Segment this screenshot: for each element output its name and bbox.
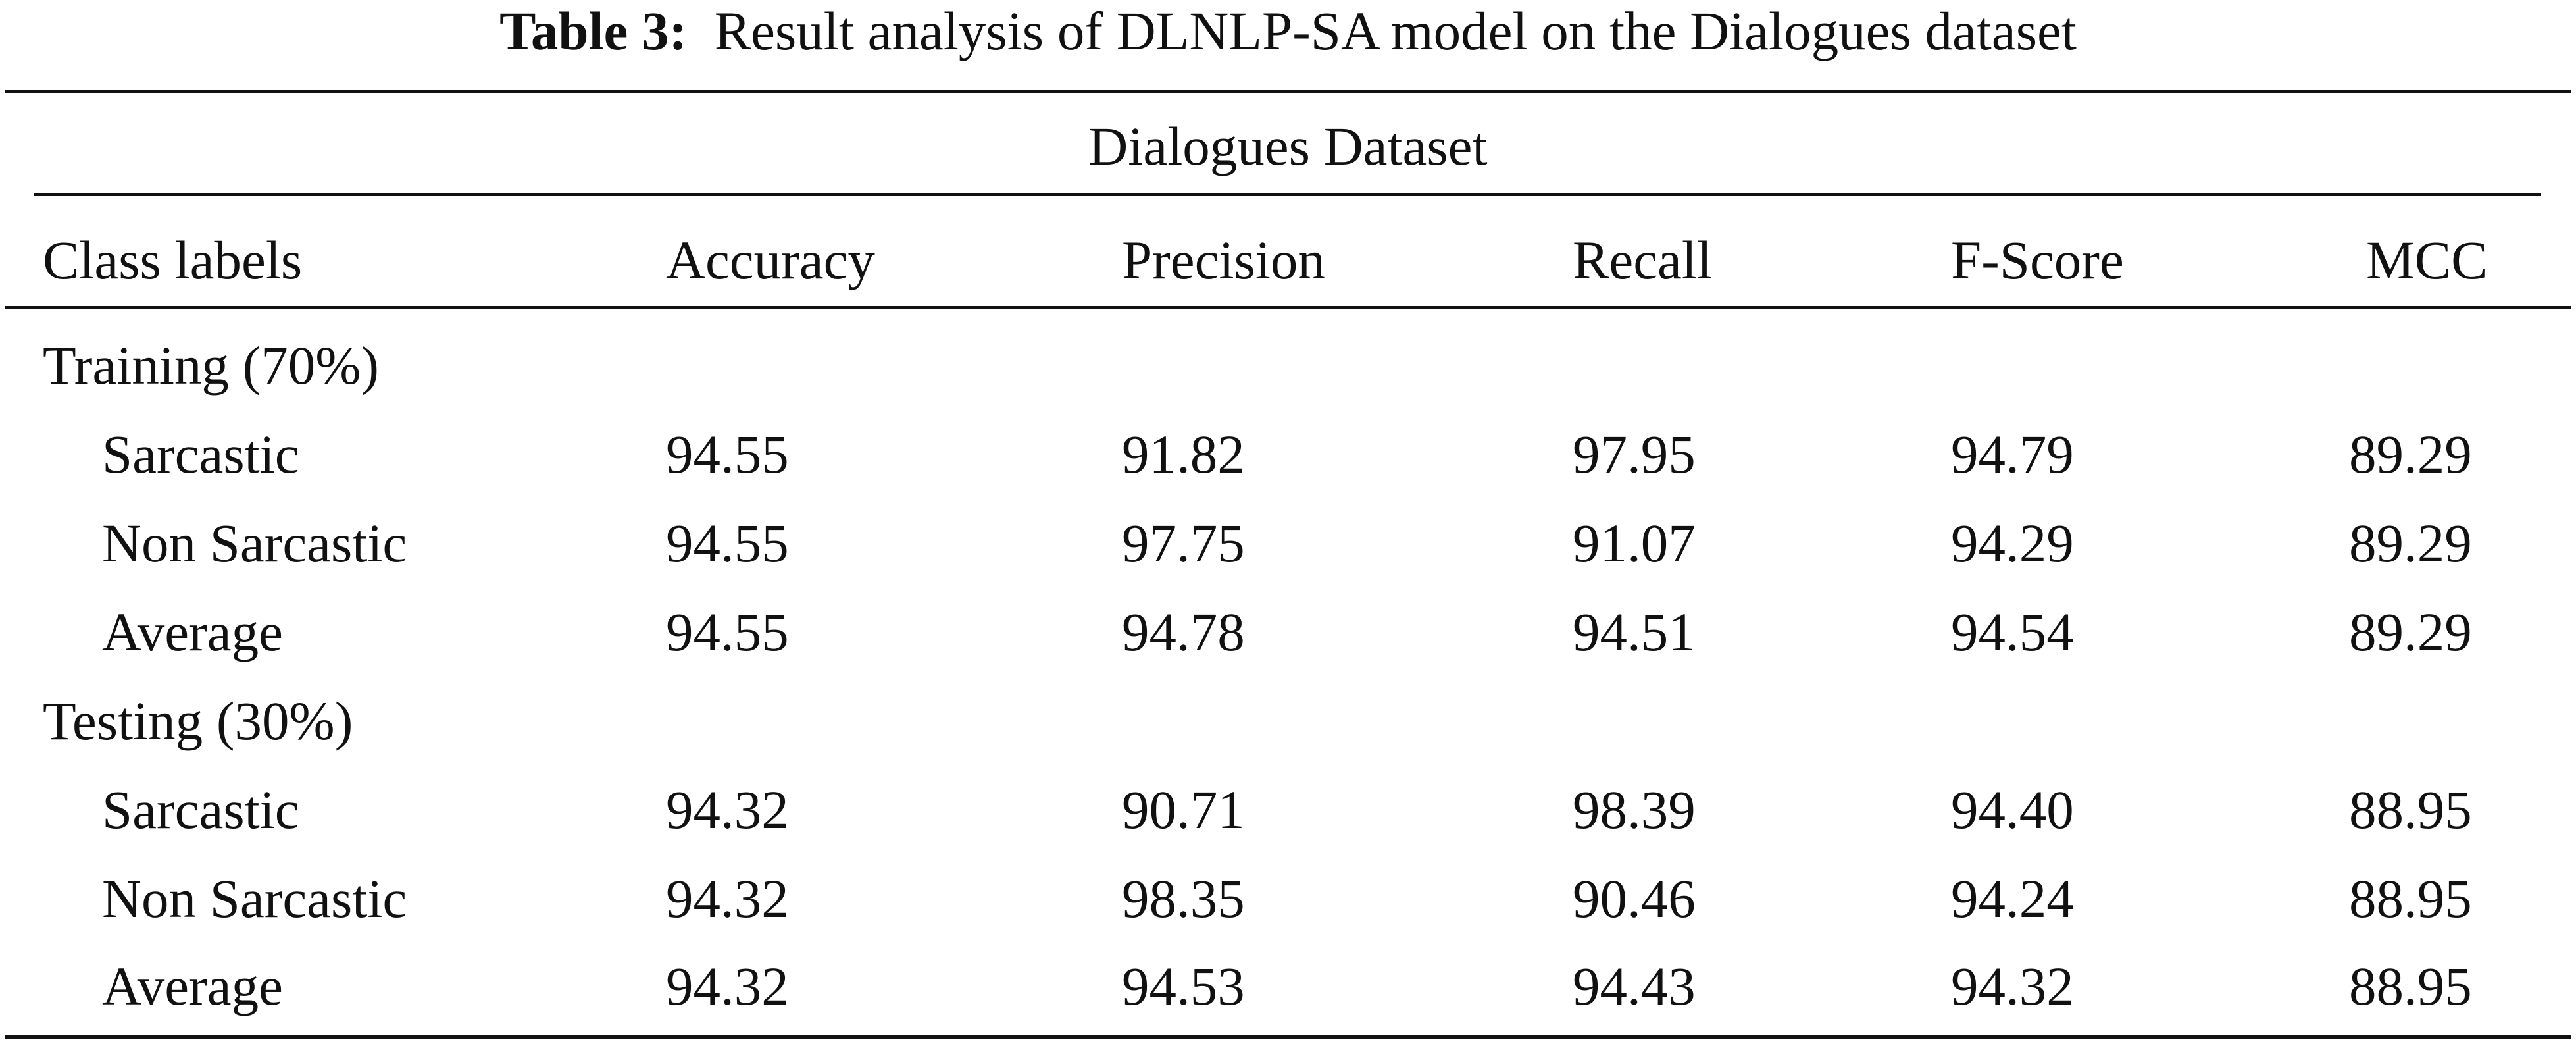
cell-mcc: 89.29: [2349, 513, 2472, 573]
cell-f-score: 94.79: [1951, 424, 2074, 484]
cell-f-score: 94.24: [1951, 868, 2074, 929]
cell-precision: 97.75: [1122, 513, 1245, 573]
row-label: Average: [102, 602, 283, 662]
cell-precision: 94.78: [1122, 602, 1245, 662]
column-header-accuracy: Accuracy: [666, 230, 875, 290]
cell-f-score: 94.32: [1951, 956, 2074, 1016]
table-caption: Table 3: Result analysis of DLNLP-SA mod…: [0, 0, 2576, 66]
cell-f-score: 94.29: [1951, 513, 2074, 573]
cell-precision: 90.71: [1122, 779, 1245, 840]
cell-precision: 91.82: [1122, 424, 1245, 484]
column-header-mcc: MCC: [2366, 230, 2488, 290]
cell-accuracy: 94.55: [666, 513, 789, 573]
cell-accuracy: 94.32: [666, 779, 789, 840]
cell-precision: 94.53: [1122, 956, 1245, 1016]
top-rule: [5, 90, 2571, 93]
group-header: Dialogues Dataset: [1088, 116, 1488, 176]
cell-accuracy: 94.55: [666, 424, 789, 484]
cell-mcc: 88.95: [2349, 956, 2472, 1016]
section-title-testing: Testing (30%): [43, 691, 353, 751]
column-header-f-score: F-Score: [1951, 230, 2124, 290]
table-caption-label: Table 3:: [499, 1, 688, 61]
cell-mcc: 89.29: [2349, 602, 2472, 662]
row-label: Non Sarcastic: [102, 868, 407, 929]
cell-recall: 97.95: [1573, 424, 1696, 484]
table-caption-text: Result analysis of DLNLP-SA model on the…: [714, 1, 2077, 61]
column-header-recall: Recall: [1573, 230, 1712, 290]
cell-mcc: 89.29: [2349, 424, 2472, 484]
row-label: Sarcastic: [102, 779, 299, 840]
cell-accuracy: 94.32: [666, 868, 789, 929]
cell-accuracy: 94.32: [666, 956, 789, 1016]
cell-f-score: 94.40: [1951, 779, 2074, 840]
cell-recall: 98.39: [1573, 779, 1696, 840]
column-header-precision: Precision: [1122, 230, 1325, 290]
header-rule: [5, 306, 2571, 309]
row-label: Average: [102, 956, 283, 1016]
row-label: Non Sarcastic: [102, 513, 407, 573]
cell-recall: 94.51: [1573, 602, 1696, 662]
group-header-rule: [34, 193, 2541, 196]
column-header-class-labels: Class labels: [43, 230, 303, 290]
cell-mcc: 88.95: [2349, 868, 2472, 929]
bottom-rule: [5, 1035, 2571, 1039]
cell-mcc: 88.95: [2349, 779, 2472, 840]
row-label: Sarcastic: [102, 424, 299, 484]
cell-recall: 91.07: [1573, 513, 1696, 573]
cell-precision: 98.35: [1122, 868, 1245, 929]
section-title-training: Training (70%): [43, 335, 380, 396]
cell-recall: 90.46: [1573, 868, 1696, 929]
cell-accuracy: 94.55: [666, 602, 789, 662]
cell-recall: 94.43: [1573, 956, 1696, 1016]
cell-f-score: 94.54: [1951, 602, 2074, 662]
